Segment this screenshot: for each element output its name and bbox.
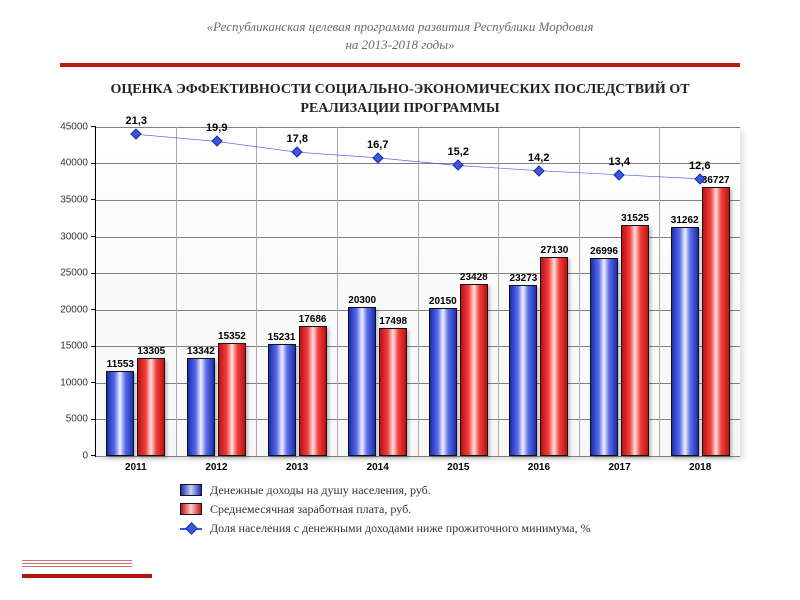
line-value-label: 19,9 [206, 122, 227, 134]
line-value-label: 12,6 [689, 160, 710, 172]
line-value-label: 17,8 [287, 133, 308, 145]
y-axis-label: 40000 [60, 158, 96, 169]
legend-swatch-line [180, 522, 202, 534]
chart-title: ОЦЕНКА ЭФФЕКТИВНОСТИ СОЦИАЛЬНО-ЭКОНОМИЧЕ… [0, 75, 800, 127]
subtitle-line-1: ОЦЕНКА ЭФФЕКТИВНОСТИ СОЦИАЛЬНО-ЭКОНОМИЧЕ… [110, 82, 689, 97]
x-axis-label: 2011 [96, 456, 176, 473]
x-axis-label: 2017 [580, 456, 660, 473]
x-axis-label: 2014 [338, 456, 418, 473]
x-axis-label: 2015 [419, 456, 499, 473]
legend-swatch-red [180, 503, 202, 515]
line-marker [211, 136, 222, 147]
line-value-label: 14,2 [528, 151, 549, 163]
y-axis-label: 25000 [60, 268, 96, 279]
legend-label-red: Среднемесячная заработная плата, руб. [210, 502, 411, 517]
line-marker [694, 173, 705, 184]
slide-corner-decoration [22, 550, 152, 578]
y-axis-label: 45000 [60, 121, 96, 132]
line-marker [533, 165, 544, 176]
legend-item-blue: Денежные доходы на душу населения, руб. [180, 483, 800, 498]
y-axis-label: 20000 [60, 304, 96, 315]
x-axis-label: 2012 [177, 456, 257, 473]
y-axis-label: 5000 [66, 414, 96, 425]
accent-rule [60, 63, 740, 67]
y-axis-label: 35000 [60, 194, 96, 205]
legend-label-blue: Денежные доходы на душу населения, руб. [210, 483, 431, 498]
header-line-1: «Республиканская целевая программа разви… [207, 19, 594, 34]
y-axis-label: 10000 [60, 377, 96, 388]
y-axis-label: 30000 [60, 231, 96, 242]
line-value-label: 21,3 [126, 115, 147, 127]
line-value-label: 16,7 [367, 139, 388, 151]
x-axis-label: 2013 [257, 456, 337, 473]
line-marker [131, 129, 142, 140]
line-value-label: 13,4 [609, 155, 630, 167]
chart-area: 1155313305201113342153522012152311768620… [95, 127, 740, 457]
y-axis-label: 15000 [60, 341, 96, 352]
y-axis-label: 0 [82, 450, 96, 461]
subtitle-line-2: РЕАЛИЗАЦИИ ПРОГРАММЫ [300, 101, 499, 116]
line-value-label: 15,2 [448, 146, 469, 158]
line-marker [453, 160, 464, 171]
line-marker [292, 146, 303, 157]
header-line-2: на 2013-2018 годы» [345, 37, 454, 52]
line-markers: 21,319,917,816,715,214,213,412,6 [96, 127, 740, 456]
legend-item-red: Среднемесячная заработная плата, руб. [180, 502, 800, 517]
x-axis-label: 2018 [660, 456, 740, 473]
x-axis-label: 2016 [499, 456, 579, 473]
legend: Денежные доходы на душу населения, руб. … [180, 483, 800, 536]
legend-item-line: Доля населения с денежными доходами ниже… [180, 521, 800, 536]
legend-label-line: Доля населения с денежными доходами ниже… [210, 521, 591, 536]
line-marker [372, 152, 383, 163]
legend-swatch-blue [180, 484, 202, 496]
line-marker [614, 169, 625, 180]
slide-header: «Республиканская целевая программа разви… [0, 0, 800, 59]
